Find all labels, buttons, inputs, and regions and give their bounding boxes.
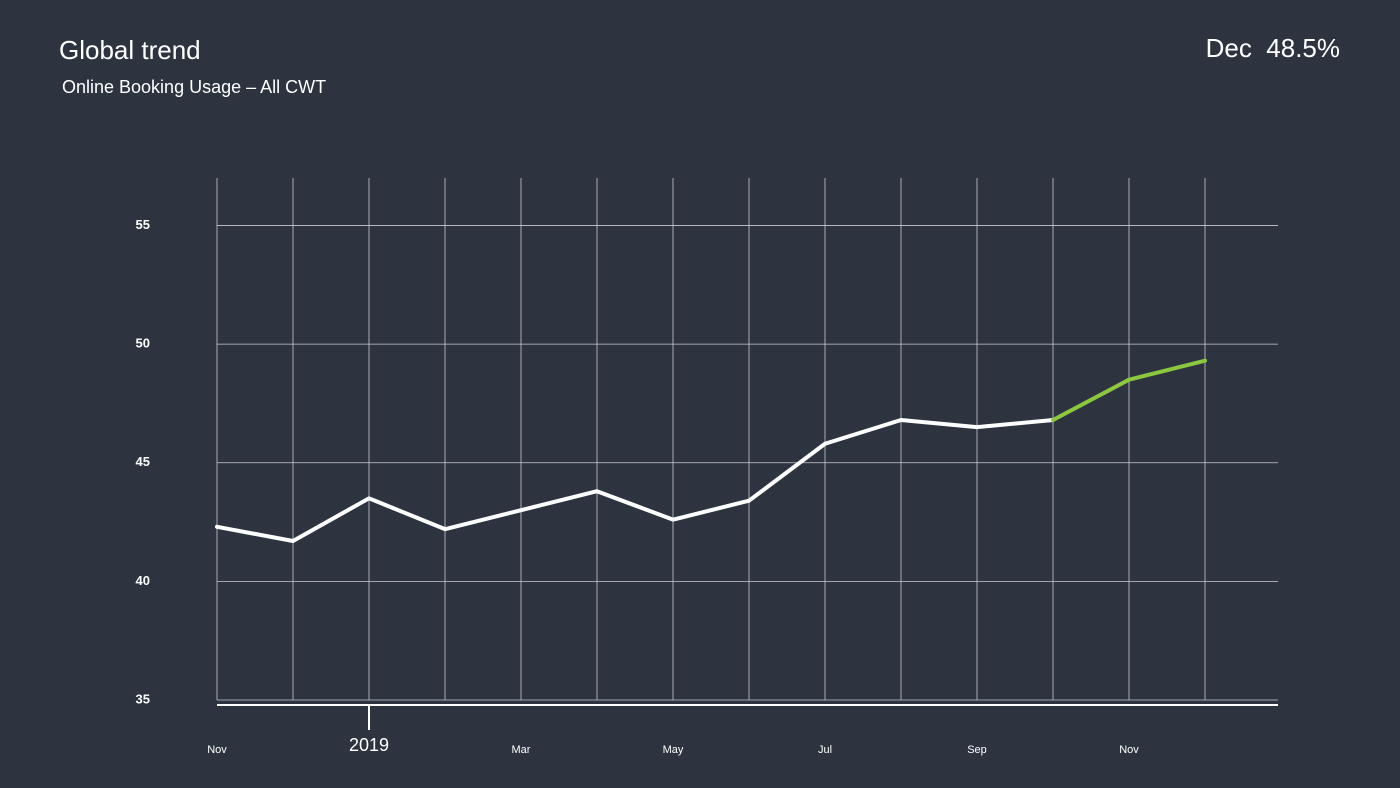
y-tick-label: 55 (136, 217, 150, 232)
y-tick-label: 35 (136, 691, 150, 706)
chart-title: Global trend (59, 35, 201, 65)
chart-subtitle: Online Booking Usage – All CWT (62, 77, 326, 97)
x-tick-label: Mar (512, 744, 531, 756)
x-tick-label: May (663, 744, 684, 756)
x-tick-label: Sep (967, 744, 987, 756)
y-tick-label: 45 (136, 454, 150, 469)
x-tick-label: 2019 (349, 735, 389, 755)
x-tick-label: Jul (818, 744, 832, 756)
x-tick-label: Nov (1119, 744, 1139, 756)
x-tick-label: Nov (207, 744, 227, 756)
y-tick-label: 50 (136, 336, 150, 351)
line (1051, 358, 1207, 423)
headline: Dec 48.5% (1206, 33, 1340, 63)
line (215, 418, 1055, 544)
y-tick-label: 40 (136, 573, 150, 588)
